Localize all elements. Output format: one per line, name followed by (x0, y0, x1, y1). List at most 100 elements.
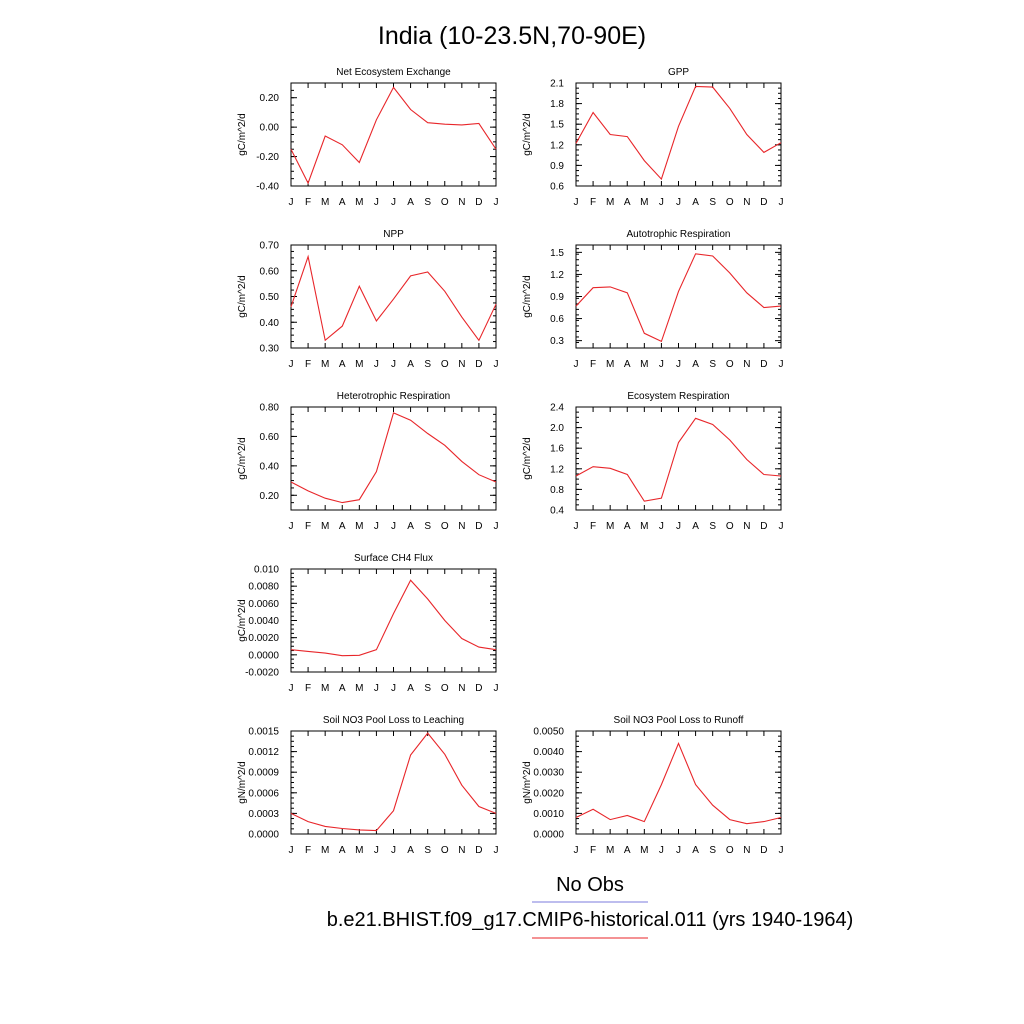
x-tick-label: J (374, 521, 379, 532)
chart-title: GPP (668, 67, 689, 78)
y-tick-label: 0.0020 (248, 633, 279, 644)
y-axis-label: gC/m^2/d (237, 275, 248, 318)
x-tick-label: N (458, 845, 465, 856)
x-tick-label: J (289, 521, 294, 532)
x-tick-label: M (355, 197, 363, 208)
chart-title: NPP (383, 229, 404, 240)
x-tick-label: M (321, 521, 329, 532)
page-title: India (10-23.5N,70-90E) (378, 22, 646, 50)
x-tick-label: J (374, 845, 379, 856)
x-tick-label: D (475, 197, 482, 208)
x-tick-label: J (494, 359, 499, 370)
x-tick-label: J (289, 197, 294, 208)
x-tick-label: A (407, 359, 414, 370)
y-tick-label: -0.20 (256, 152, 279, 163)
x-tick-label: A (692, 359, 699, 370)
x-tick-label: A (692, 521, 699, 532)
x-tick-label: J (391, 521, 396, 532)
x-tick-label: F (305, 845, 311, 856)
series-line (575, 417, 782, 502)
y-axis-label: gC/m^2/d (237, 113, 248, 156)
x-tick-label: N (743, 845, 750, 856)
x-tick-label: J (574, 845, 579, 856)
x-tick-label: O (441, 683, 449, 694)
x-tick-label: D (475, 845, 482, 856)
x-tick-label: J (659, 197, 664, 208)
x-tick-label: A (339, 359, 346, 370)
y-tick-label: 0.30 (260, 344, 280, 355)
legend: No Obs b.e21.BHIST.f09_g17.CMIP6-histori… (327, 874, 854, 939)
x-tick-label: J (779, 521, 784, 532)
chart-title: Heterotrophic Respiration (337, 391, 450, 402)
x-tick-label: N (743, 197, 750, 208)
x-tick-label: M (606, 521, 614, 532)
x-tick-label: M (640, 521, 648, 532)
y-axis-label: gC/m^2/d (522, 113, 533, 156)
x-tick-label: J (659, 359, 664, 370)
x-tick-label: N (743, 521, 750, 532)
series-line (290, 412, 497, 504)
x-tick-label: D (760, 197, 767, 208)
y-tick-label: 0.6 (550, 182, 564, 193)
plot-frame (290, 406, 497, 511)
y-tick-label: 0.9 (550, 161, 564, 172)
x-tick-label: S (424, 521, 431, 532)
x-tick-label: M (355, 845, 363, 856)
x-tick-label: J (574, 521, 579, 532)
y-tick-label: 0.6 (550, 314, 564, 325)
x-tick-label: D (475, 683, 482, 694)
chart-title: Net Ecosystem Exchange (336, 67, 451, 78)
y-tick-label: 0.60 (260, 266, 280, 277)
y-tick-label: 0.20 (260, 93, 280, 104)
series-line (290, 732, 497, 832)
y-tick-label: 0.3 (550, 336, 564, 347)
y-tick-label: 0.40 (260, 318, 280, 329)
x-tick-label: J (779, 197, 784, 208)
legend-case-label: b.e21.BHIST.f09_g17.CMIP6-historical.011… (327, 909, 854, 931)
x-tick-label: S (424, 359, 431, 370)
plot-frame (575, 82, 782, 187)
x-tick-label: M (321, 197, 329, 208)
x-tick-label: F (305, 521, 311, 532)
y-tick-label: 2.0 (550, 423, 564, 434)
x-tick-label: A (407, 197, 414, 208)
x-tick-label: F (590, 521, 596, 532)
y-tick-label: -0.0020 (245, 668, 279, 679)
x-tick-label: A (692, 845, 699, 856)
y-tick-label: 0.0000 (248, 830, 279, 841)
plot-frame (290, 82, 497, 187)
x-tick-label: M (606, 845, 614, 856)
x-tick-label: O (441, 359, 449, 370)
x-tick-label: F (305, 197, 311, 208)
x-tick-label: A (624, 845, 631, 856)
x-tick-label: J (289, 683, 294, 694)
x-tick-label: S (709, 845, 716, 856)
y-tick-label: 0.0015 (248, 727, 279, 738)
series-line (575, 85, 782, 181)
x-tick-label: J (374, 683, 379, 694)
x-tick-label: A (407, 683, 414, 694)
x-tick-label: N (743, 359, 750, 370)
y-tick-label: 0.9 (550, 292, 564, 303)
x-tick-label: J (659, 521, 664, 532)
x-tick-label: A (407, 845, 414, 856)
x-tick-label: O (441, 845, 449, 856)
x-tick-label: M (606, 359, 614, 370)
x-tick-label: N (458, 521, 465, 532)
x-tick-label: J (391, 845, 396, 856)
y-tick-label: 0.0030 (533, 768, 564, 779)
x-tick-label: F (305, 359, 311, 370)
plot-frame (575, 244, 782, 349)
x-tick-label: J (574, 197, 579, 208)
y-tick-label: 0.0010 (533, 809, 564, 820)
x-tick-label: M (321, 845, 329, 856)
x-tick-label: O (726, 845, 734, 856)
chart-title: Soil NO3 Pool Loss to Runoff (614, 715, 744, 726)
y-tick-label: 1.2 (550, 140, 564, 151)
y-axis-label: gC/m^2/d (522, 275, 533, 318)
